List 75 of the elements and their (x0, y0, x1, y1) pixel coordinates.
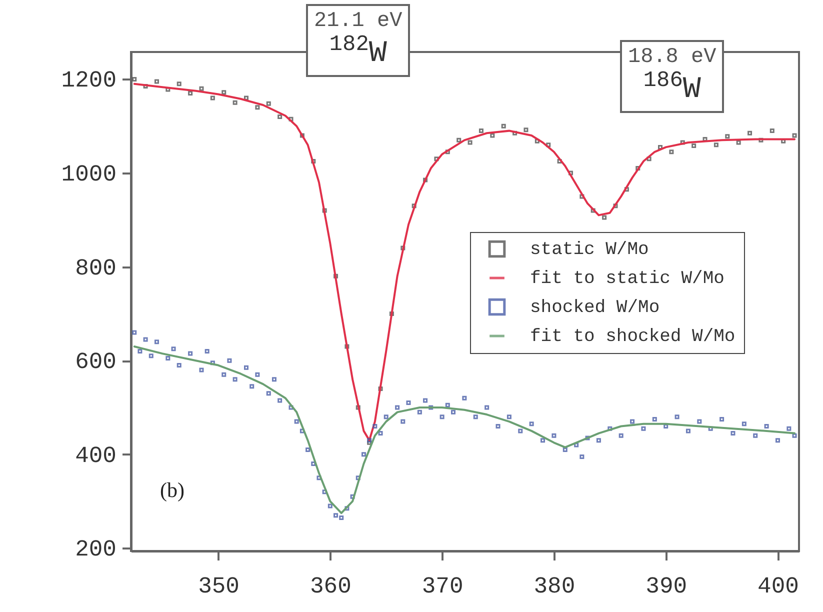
annotation: (b) (160, 478, 184, 503)
point (278, 114, 282, 119)
point (646, 156, 652, 162)
point (456, 138, 462, 142)
point (758, 138, 764, 142)
point (792, 133, 797, 138)
point (680, 140, 685, 145)
point (692, 144, 696, 148)
point (714, 142, 718, 148)
y-tick-label: 800 (75, 255, 116, 282)
point (468, 140, 472, 145)
point (736, 140, 741, 145)
point (244, 96, 248, 100)
point (557, 159, 562, 164)
y-tick-label: 400 (75, 442, 116, 469)
point (602, 215, 607, 220)
x-tick-label: 370 (422, 574, 464, 600)
point (624, 187, 629, 192)
point (232, 100, 238, 105)
point (445, 150, 450, 154)
x-tick-label: 360 (310, 574, 352, 600)
x-tick-label: 400 (758, 574, 799, 600)
point (300, 133, 304, 138)
point (434, 156, 439, 162)
legend-label: shocked W/Mo (530, 298, 660, 318)
point (311, 159, 316, 164)
y-tick-label: 600 (75, 349, 116, 376)
point (490, 133, 495, 138)
point (636, 166, 640, 171)
point (748, 130, 752, 136)
point (266, 101, 271, 106)
point (501, 124, 506, 128)
x-tick-label: 350 (198, 574, 240, 600)
y-tick-label: 1000 (61, 162, 116, 188)
point (568, 170, 573, 176)
point (176, 82, 182, 86)
point (143, 84, 148, 88)
point (613, 204, 618, 208)
y-tick-label: 200 (75, 536, 116, 563)
x-tick-label: 390 (646, 574, 688, 600)
point (658, 144, 663, 150)
annotation: 21.1 eV $^{182}$W (314, 10, 402, 72)
y-tick-label: 1200 (61, 68, 116, 94)
point (188, 91, 193, 96)
point (132, 76, 137, 82)
point (534, 138, 540, 144)
point (512, 130, 518, 136)
point (580, 194, 584, 199)
point (423, 178, 428, 182)
point (524, 128, 528, 132)
legend-label: static W/Mo (530, 240, 649, 260)
point (356, 405, 360, 410)
point (255, 105, 260, 110)
point (590, 208, 596, 213)
point (222, 90, 226, 95)
point (322, 208, 327, 213)
point (199, 86, 204, 91)
annotation: 18.8 eV $^{186}$W (628, 46, 716, 108)
legend-label: fit to static W/Mo (530, 269, 724, 289)
point (389, 311, 394, 316)
x-tick-label: 380 (534, 574, 576, 600)
point (669, 150, 674, 154)
point (210, 96, 215, 100)
point (154, 79, 159, 84)
point (478, 128, 484, 134)
point (412, 204, 416, 208)
point (725, 134, 730, 139)
legend-label: fit to shocked W/Mo (530, 327, 736, 347)
point (378, 386, 383, 391)
point (334, 274, 338, 278)
point (546, 142, 551, 148)
point (400, 246, 406, 250)
point (288, 116, 294, 122)
point (344, 344, 350, 349)
point (770, 128, 774, 134)
